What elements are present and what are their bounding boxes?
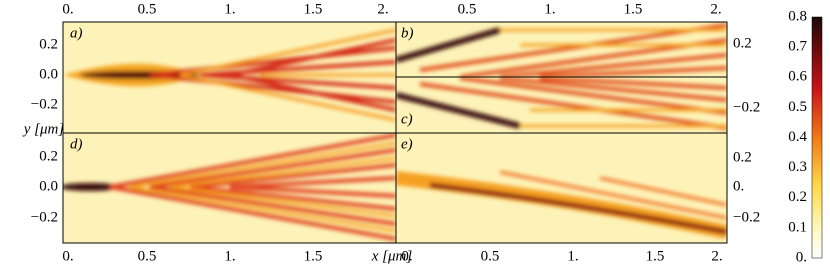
panel-label: c) (401, 111, 413, 127)
y-tick-label: 0.2 (733, 35, 752, 51)
x-tick-label: 2. (710, 1, 721, 17)
panel-d-map (63, 133, 396, 241)
x-tick-label: 0.5 (138, 248, 157, 264)
colorbar-tick-label: 0.8 (788, 8, 807, 24)
x-tick-label: 2. (711, 248, 722, 264)
y-tick-label: 0.0 (39, 178, 58, 194)
y-tick-label: 0.0 (39, 66, 58, 82)
panel-label: b) (401, 25, 414, 41)
x-tick-label: 1.5 (624, 1, 643, 17)
x-tick-label: 0.5 (458, 1, 477, 17)
colorbar-tick-label: 0.6 (788, 69, 807, 85)
y-tick-label: −0.2 (31, 209, 58, 225)
x-tick-label: 1.5 (304, 1, 323, 17)
panel-b-map (396, 23, 727, 77)
panel-label: a) (70, 25, 83, 41)
panel-frames (62, 21, 728, 244)
panel-label: d) (70, 136, 83, 152)
x-tick-label: 2. (377, 1, 388, 17)
panel-c-map (396, 77, 727, 130)
panel-a-map (63, 28, 396, 122)
y-axis-label: y [μm] (22, 121, 65, 137)
colorbar-tick-label: 0.7 (788, 39, 807, 55)
panel-label: e) (401, 136, 413, 152)
y-tick-label: −0.2 (733, 209, 760, 225)
x-tick-label: 0. (62, 1, 73, 17)
y-tick-label: −0.2 (31, 96, 58, 112)
x-tick-label: 0.5 (481, 248, 500, 264)
x-tick-label: 1. (224, 1, 235, 17)
x-tick-label: 0. (401, 248, 412, 264)
x-axis-label: x [μm] (371, 248, 413, 264)
y-tick-label: −0.2 (733, 99, 760, 115)
y-tick-label: 0.2 (733, 149, 752, 165)
x-tick-label: 1. (544, 1, 555, 17)
x-tick-label: 0.5 (138, 1, 157, 17)
x-tick-label: 1.5 (646, 248, 665, 264)
x-tick-label: 0. (62, 248, 73, 264)
colorbar-tick-label: 0. (796, 249, 807, 265)
colorbar-tick-label: 0.1 (788, 219, 807, 235)
y-tick-label: 0. (733, 178, 744, 194)
x-tick-label: 1. (224, 248, 235, 264)
colorbar-tick-label: 0.4 (788, 129, 807, 145)
colorbar-tick-label: 0.5 (788, 99, 807, 115)
panel-e-map (396, 170, 727, 239)
y-tick-label: 0.2 (39, 148, 58, 164)
x-tick-label: 1.5 (304, 248, 323, 264)
y-tick-label: 0.2 (39, 36, 58, 52)
colorbar (811, 16, 823, 259)
x-tick-label: 1. (567, 248, 578, 264)
colorbar-tick-label: 0.2 (788, 189, 807, 205)
colorbar-tick-label: 0.3 (788, 159, 807, 175)
